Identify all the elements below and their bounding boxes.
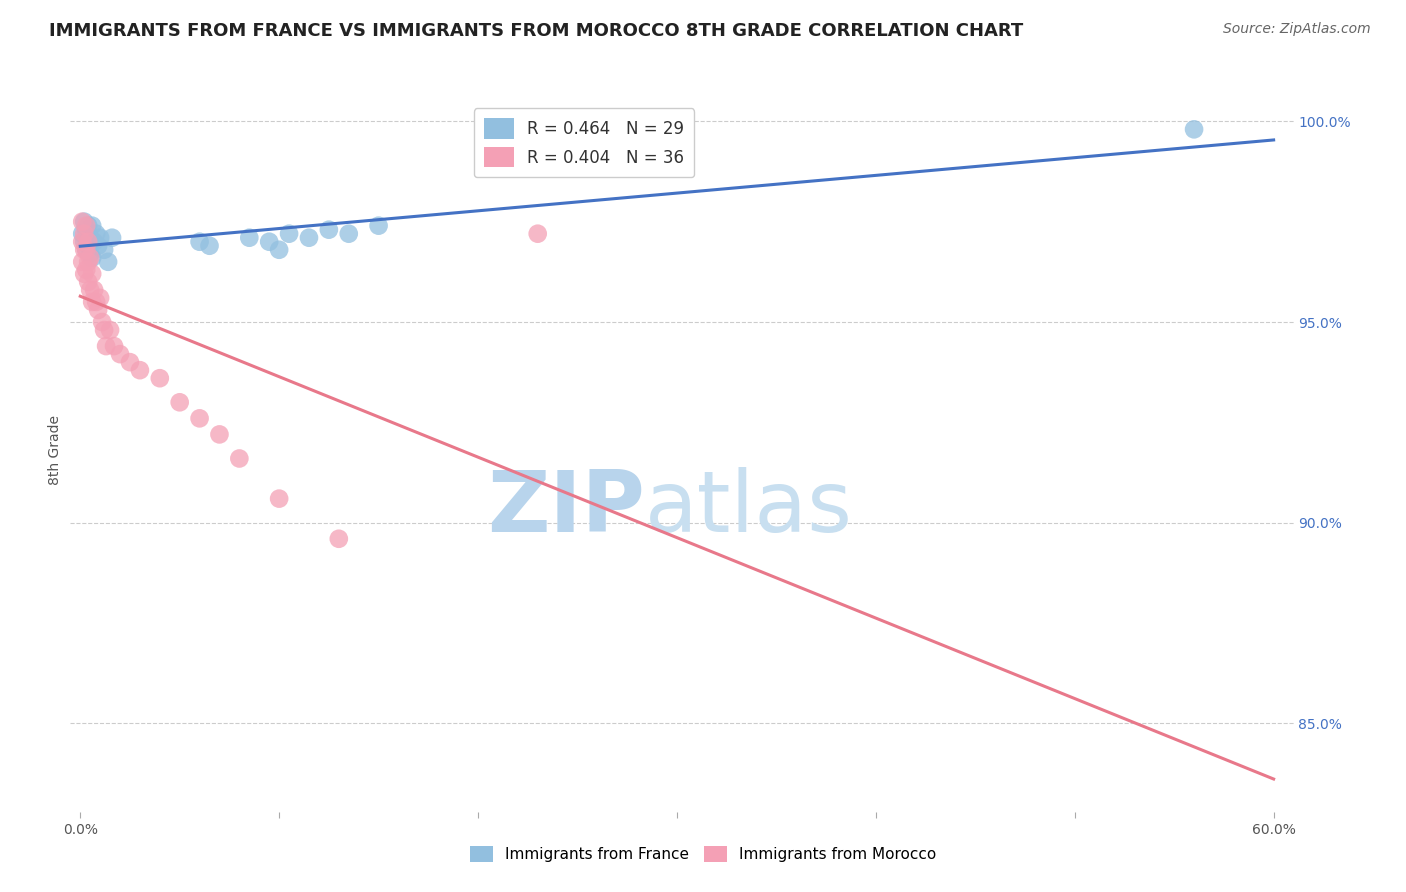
Point <box>83 283 105 297</box>
Point <box>93 243 115 257</box>
Text: Source: ZipAtlas.com: Source: ZipAtlas.com <box>1223 22 1371 37</box>
Point <box>98 323 121 337</box>
Point <box>73 215 96 229</box>
Point <box>208 427 231 442</box>
Point <box>79 247 101 261</box>
Point <box>129 363 152 377</box>
Point <box>257 235 280 249</box>
Point <box>79 231 101 245</box>
Point <box>87 303 110 318</box>
Point <box>77 219 100 233</box>
Point <box>70 255 93 269</box>
Point <box>269 243 291 257</box>
Point <box>89 291 111 305</box>
Point <box>198 239 221 253</box>
Point <box>75 263 97 277</box>
Point <box>103 339 125 353</box>
Point <box>328 532 350 546</box>
Point <box>75 243 97 257</box>
Point <box>82 251 104 265</box>
Point <box>79 251 101 265</box>
Point <box>101 231 124 245</box>
Point <box>367 219 389 233</box>
Point <box>73 235 96 249</box>
Point <box>269 491 291 506</box>
Point <box>169 395 191 409</box>
Point <box>108 347 131 361</box>
Legend: Immigrants from France, Immigrants from Morocco: Immigrants from France, Immigrants from … <box>464 840 942 868</box>
Point <box>188 411 211 425</box>
Point <box>97 255 120 269</box>
Text: atlas: atlas <box>645 467 853 549</box>
Point <box>1182 122 1205 136</box>
Point <box>70 235 93 249</box>
Point <box>73 227 96 241</box>
Point <box>84 295 107 310</box>
Point <box>70 215 93 229</box>
Text: ZIP: ZIP <box>488 467 645 549</box>
Point <box>77 235 100 249</box>
Point <box>83 235 105 249</box>
Point <box>94 339 117 353</box>
Point <box>149 371 172 385</box>
Point <box>77 255 100 269</box>
Point <box>188 235 211 249</box>
Point <box>82 267 104 281</box>
Y-axis label: 8th Grade: 8th Grade <box>48 416 62 485</box>
Point <box>318 223 340 237</box>
Point <box>73 267 96 281</box>
Point <box>77 275 100 289</box>
Point <box>82 219 104 233</box>
Point <box>70 227 93 241</box>
Point <box>73 243 96 257</box>
Point <box>75 219 97 233</box>
Point <box>82 295 104 310</box>
Point <box>526 227 548 241</box>
Point <box>278 227 301 241</box>
Point <box>228 451 250 466</box>
Point <box>89 231 111 245</box>
Point <box>91 315 114 329</box>
Point <box>77 239 100 253</box>
Point <box>75 243 97 257</box>
Point <box>118 355 141 369</box>
Point <box>79 283 101 297</box>
Point <box>87 239 110 253</box>
Point <box>93 323 115 337</box>
Point <box>75 223 97 237</box>
Point <box>238 231 260 245</box>
Point <box>84 227 107 241</box>
Text: IMMIGRANTS FROM FRANCE VS IMMIGRANTS FROM MOROCCO 8TH GRADE CORRELATION CHART: IMMIGRANTS FROM FRANCE VS IMMIGRANTS FRO… <box>49 22 1024 40</box>
Legend: R = 0.464   N = 29, R = 0.404   N = 36: R = 0.464 N = 29, R = 0.404 N = 36 <box>474 108 695 178</box>
Point <box>298 231 321 245</box>
Point <box>337 227 360 241</box>
